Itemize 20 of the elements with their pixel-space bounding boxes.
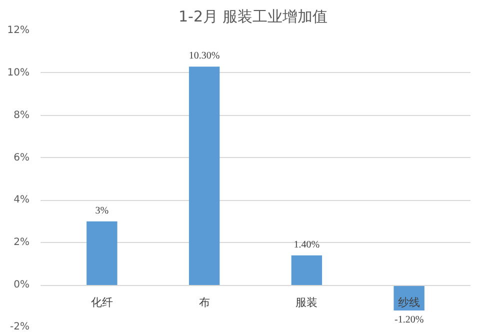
data-label: 3% <box>95 205 109 216</box>
y-tick-label: 12% <box>7 25 30 36</box>
y-tick-label: 8% <box>14 110 30 121</box>
bar <box>188 66 220 286</box>
x-tick-label: 布 <box>198 296 210 310</box>
y-tick-label: 10% <box>7 67 30 78</box>
x-tick-label: 纱线 <box>398 296 420 310</box>
y-tick-label: 2% <box>14 237 30 248</box>
data-label: 1.40% <box>294 239 320 250</box>
data-label: 10.30% <box>188 50 220 62</box>
y-tick-label: 0% <box>14 280 30 291</box>
x-tick-label: 化纤 <box>90 296 113 310</box>
x-tick-label: 服装 <box>296 296 318 310</box>
data-label: -1.20% <box>394 314 424 326</box>
bar <box>86 221 118 286</box>
bar <box>291 255 322 286</box>
y-tick-label: 4% <box>14 194 30 206</box>
y-tick-label: 6% <box>14 152 30 164</box>
chart-title: 1-2月 服装工业增加值 <box>178 8 328 26</box>
y-tick-label: -2% <box>10 322 30 332</box>
